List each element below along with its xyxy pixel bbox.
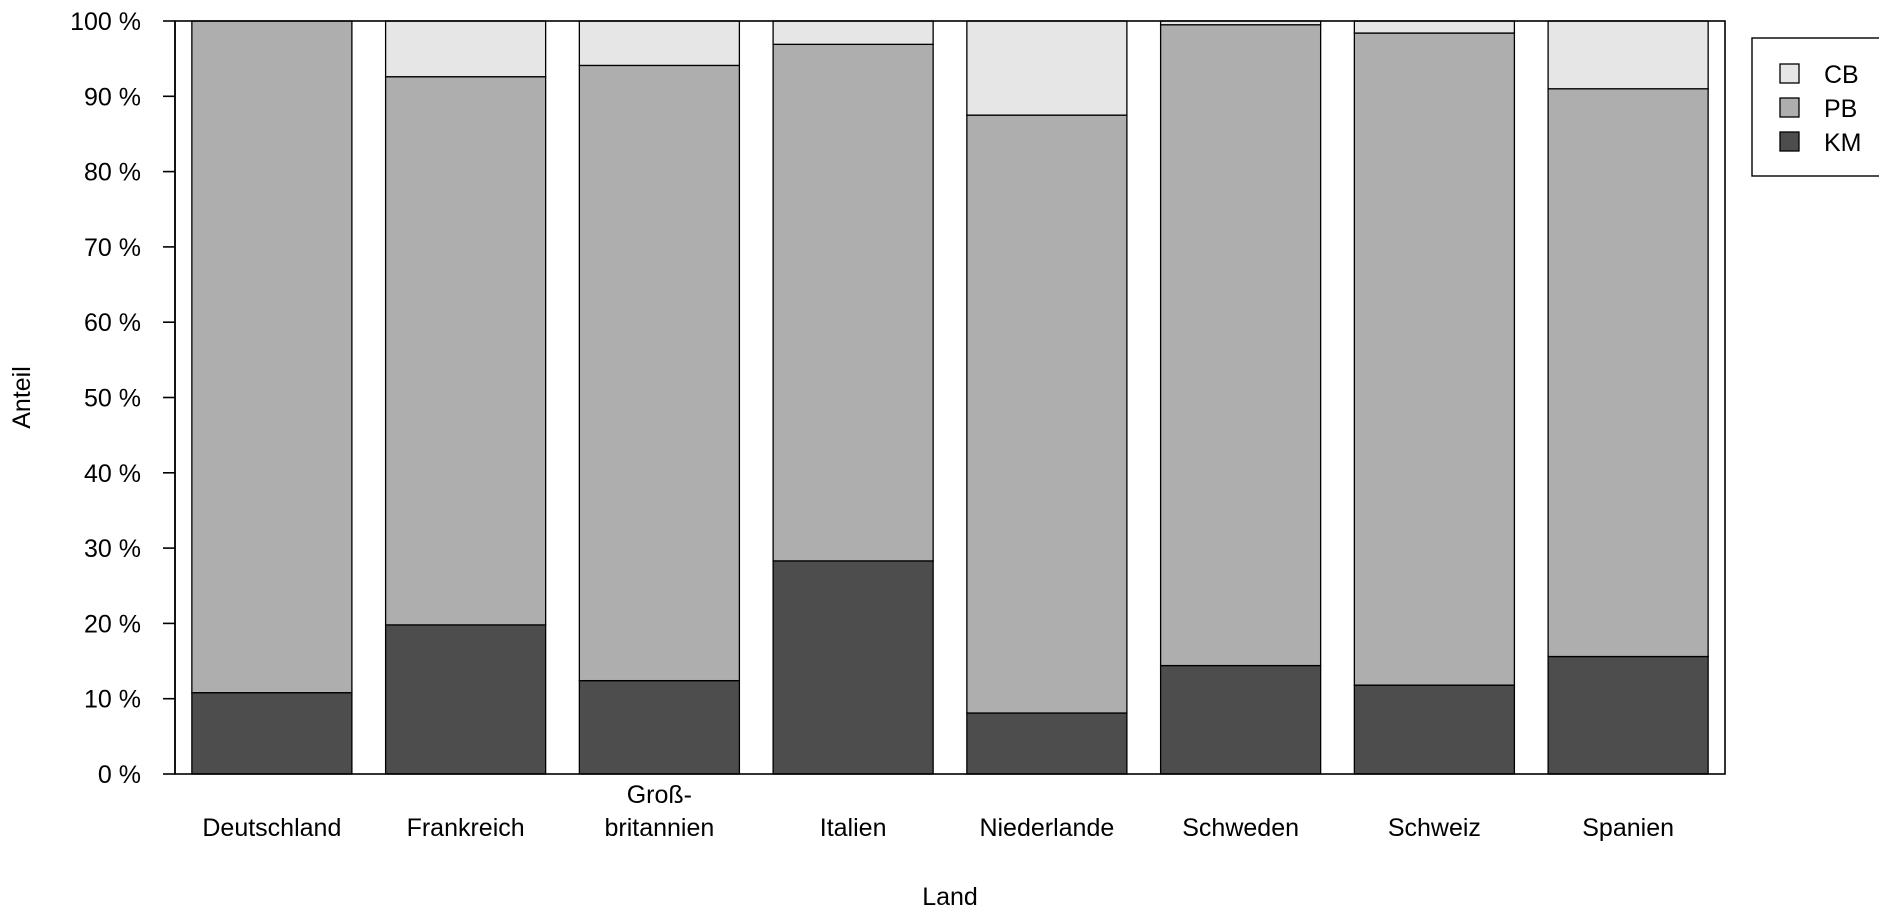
bar-segment-cb-2 bbox=[578, 20, 741, 67]
legend: CB PB KM bbox=[1751, 37, 1879, 177]
y-tick-label: 30 % bbox=[84, 535, 141, 563]
bar-segment-pb-0 bbox=[191, 20, 353, 694]
x-tick-label: Frankreich bbox=[407, 814, 525, 842]
x-tick-label: Schweden bbox=[1182, 814, 1299, 842]
y-axis: 0 % 10 % 20 % 30 % 40 % 50 % 60 % 70 % 80 % 90 % 1… bbox=[70, 8, 176, 789]
y-tick-label: 0 % bbox=[98, 761, 141, 789]
bar-segment-pb-3 bbox=[772, 43, 934, 562]
x-tick-label: Schweiz bbox=[1388, 814, 1481, 842]
bar-segment-cb-7 bbox=[1547, 20, 1709, 90]
y-axis-title: Anteil bbox=[8, 366, 36, 429]
bar-segment-km-2 bbox=[578, 679, 741, 775]
bars-group bbox=[191, 20, 1709, 775]
bar-segment-cb-6 bbox=[1353, 20, 1516, 34]
legend-swatch-km bbox=[1779, 131, 1800, 152]
bar-segment-km-1 bbox=[384, 624, 547, 775]
legend-label-pb: PB bbox=[1824, 95, 1857, 123]
bar-segment-km-5 bbox=[1159, 664, 1322, 775]
legend-box bbox=[1751, 37, 1879, 177]
x-tick-label: Deutschland bbox=[202, 814, 341, 842]
bar-segment-km-6 bbox=[1353, 684, 1516, 775]
x-tick-label: Niederlande bbox=[979, 814, 1114, 842]
legend-swatch-pb bbox=[1779, 97, 1800, 118]
y-tick-label: 60 % bbox=[84, 309, 141, 337]
legend-swatch-cb bbox=[1779, 63, 1800, 84]
legend-label-km: KM bbox=[1824, 129, 1862, 157]
bar-segment-pb-1 bbox=[384, 76, 547, 626]
plot-frame bbox=[174, 20, 1726, 775]
y-tick-label: 90 % bbox=[84, 83, 141, 111]
bar-segment-pb-7 bbox=[1547, 88, 1709, 658]
x-tick-label: britannien bbox=[604, 814, 714, 842]
x-tick-label: Spanien bbox=[1582, 814, 1674, 842]
bar-segment-km-7 bbox=[1547, 655, 1709, 775]
x-tick-label: Italien bbox=[820, 814, 887, 842]
bar-segment-cb-4 bbox=[966, 20, 1128, 116]
bar-segment-cb-3 bbox=[772, 20, 934, 45]
x-axis-title: Land bbox=[922, 883, 978, 907]
y-tick-label: 80 % bbox=[84, 159, 141, 187]
bar-segment-pb-2 bbox=[578, 64, 741, 682]
y-tick-label: 70 % bbox=[84, 234, 141, 262]
bar-segment-km-3 bbox=[772, 560, 934, 775]
legend-label-cb: CB bbox=[1824, 61, 1859, 89]
x-axis-labels: Deutschland Frankreich Groß-britannien Ital… bbox=[202, 781, 1674, 842]
y-tick-label: 20 % bbox=[84, 610, 141, 638]
y-tick-label: 40 % bbox=[84, 460, 141, 488]
x-tick-label: Groß- bbox=[627, 781, 692, 809]
bar-segment-pb-5 bbox=[1159, 24, 1322, 667]
bar-segment-km-0 bbox=[191, 692, 353, 775]
y-tick-label: 50 % bbox=[84, 385, 141, 413]
bar-segment-cb-1 bbox=[384, 20, 547, 78]
bar-segment-pb-6 bbox=[1353, 32, 1516, 686]
bar-segment-pb-4 bbox=[966, 114, 1128, 714]
y-tick-label: 100 % bbox=[70, 8, 141, 36]
y-tick-label: 10 % bbox=[84, 686, 141, 714]
bar-segment-km-4 bbox=[966, 712, 1128, 775]
